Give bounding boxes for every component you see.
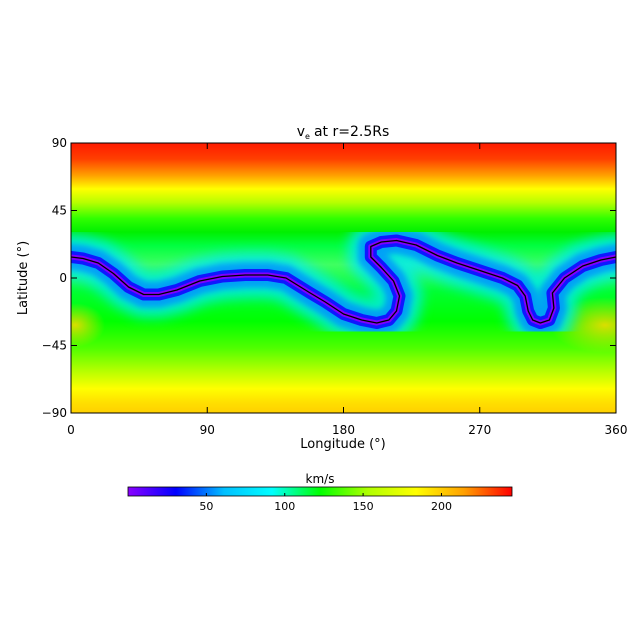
x-tick-label: 270 [468,423,491,437]
chart-title: ve at r=2.5Rs [297,124,390,141]
colorbar-tick-label: 150 [353,500,374,513]
x-tick-label: 0 [67,423,75,437]
x-axis-label: Longitude (°) [300,437,385,452]
x-tick-label: 90 [200,423,215,437]
x-tick-label: 180 [332,423,355,437]
y-tick-label: 90 [52,136,67,150]
y-tick-label: 45 [52,204,67,218]
y-tick-label: 0 [59,271,67,285]
x-axis: 0 90 180 270 360 [67,143,627,437]
x-tick-label: 360 [605,423,628,437]
colorbar-label: km/s [306,472,335,486]
colorbar-ticks: 50 100 150 200 [199,493,452,513]
y-axis: 90 45 0 −45 −90 [42,136,616,420]
neutral-line [71,239,616,324]
colorbar-tick-label: 50 [199,500,213,513]
heatmap-area [71,143,616,413]
colorbar-tick-label: 100 [274,500,295,513]
heatmap-warm-region-west [71,303,105,347]
y-tick-label: −90 [42,406,67,420]
colorbar [127,486,513,497]
y-axis-label: Latitude (°) [16,241,31,315]
slow-wind-band [71,217,616,346]
y-tick-label: −45 [42,339,67,353]
colorbar-tick-label: 200 [431,500,452,513]
